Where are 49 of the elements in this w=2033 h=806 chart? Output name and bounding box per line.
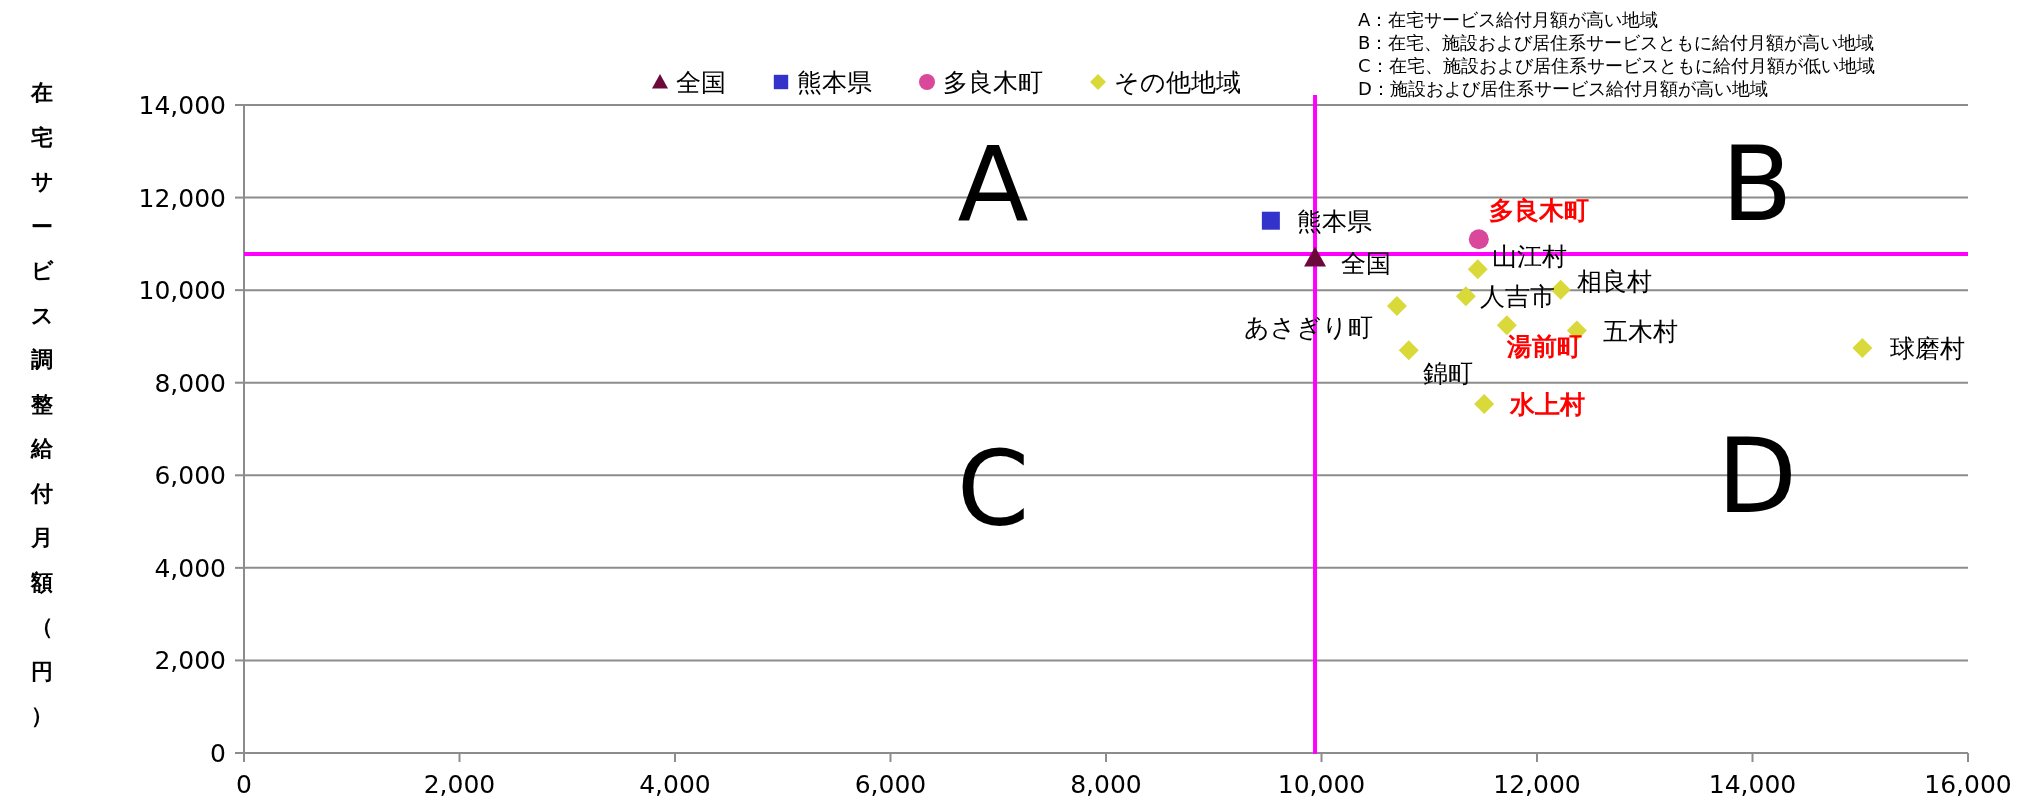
legend-label: 全国: [676, 68, 726, 97]
x-tick-label: 6,000: [854, 770, 927, 799]
point: [1496, 315, 1517, 336]
x-tick-label: 4,000: [639, 770, 711, 799]
point: [1467, 259, 1488, 280]
annotation: 人吉市: [1479, 282, 1555, 312]
y-tick-label: 2,000: [154, 646, 226, 676]
point: [1852, 338, 1873, 358]
text: B：在宅、施設および居住系サービスともに給付月額が高い地域: [1358, 32, 1875, 53]
annotation: D: [1716, 415, 1798, 537]
annotation: 五木村: [1602, 317, 1678, 347]
y-tick-label: 8,000: [154, 368, 226, 398]
x-tick-label: 12,000: [1493, 770, 1581, 799]
point: [1304, 246, 1327, 267]
annotation: 相良村: [1576, 266, 1652, 296]
x-tick-label: 10,000: [1277, 770, 1366, 799]
y-tick-label: 0: [210, 739, 226, 768]
point: [1386, 295, 1407, 316]
point: [1474, 394, 1495, 415]
text: A：在宅サービス給付月額が高い地域: [1358, 9, 1659, 30]
annotation: B: [1721, 123, 1793, 245]
legend-label: その他地域: [1114, 68, 1241, 97]
annotation: C: [956, 428, 1030, 550]
annotation: 球磨村: [1890, 334, 1966, 363]
point: [1455, 286, 1476, 307]
y-tick-label: 4,000: [154, 553, 226, 583]
annotation: 湯前町: [1505, 332, 1582, 362]
annotation: 錦町: [1422, 359, 1473, 389]
x-tick-label: 2,000: [423, 770, 496, 799]
legend-label: 多良木町: [943, 68, 1043, 97]
x-tick-label: 8,000: [1070, 770, 1142, 799]
point: [1468, 229, 1489, 250]
annotation: 全国: [1341, 248, 1392, 278]
point: [1398, 340, 1419, 361]
y-tick-label: 12,000: [138, 183, 226, 213]
y-tick-label: 6,000: [154, 461, 226, 491]
point: [1261, 211, 1280, 230]
annotation: A: [957, 123, 1029, 245]
legend-label: 熊本県: [797, 68, 872, 97]
x-tick-label: 16,000: [1924, 770, 2012, 799]
annotation: 水上村: [1509, 390, 1586, 420]
y-tick-label: 10,000: [138, 276, 226, 306]
text: D：施設および居住系サービス給付月額が高い地域: [1358, 78, 1768, 99]
x-tick-label: 0: [236, 770, 252, 799]
annotation: 多良木町: [1488, 196, 1589, 226]
y-tick-label: 14,000: [138, 91, 226, 120]
text: C：在宅、施設および居住系サービスともに給付月額が低い地域: [1358, 55, 1875, 76]
text: 在宅サービス調整給付月額（円）: [30, 80, 54, 728]
x-tick-label: 14,000: [1708, 770, 1797, 799]
